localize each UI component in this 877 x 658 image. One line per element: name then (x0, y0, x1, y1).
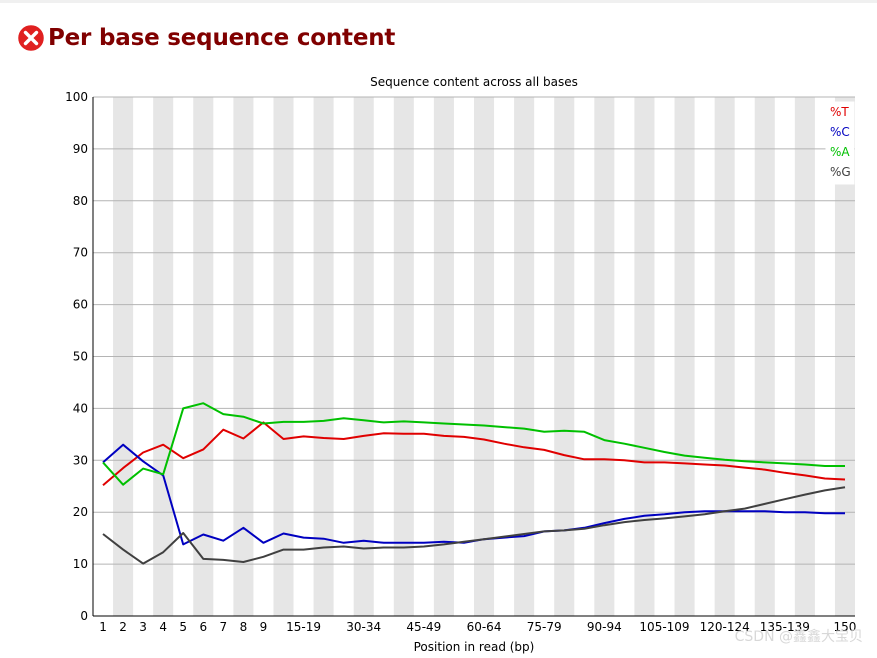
x-tick-label: 120-124 (700, 620, 750, 634)
top-divider (0, 0, 877, 3)
x-tick-label: 15-19 (286, 620, 321, 634)
x-axis-label: Position in read (bp) (414, 640, 535, 654)
x-tick-label: 60-64 (467, 620, 502, 634)
x-tick-label: 9 (260, 620, 268, 634)
x-tick-label: 3 (139, 620, 147, 634)
y-tick-label: 70 (73, 246, 88, 260)
y-tick-label: 60 (73, 298, 88, 312)
series-line-t (102, 421, 846, 486)
x-tick-label: 30-34 (346, 620, 381, 634)
page-title: Per base sequence content (48, 25, 396, 51)
x-tick-label: 75-79 (527, 620, 562, 634)
legend-entry: %G (830, 165, 851, 179)
x-tick-label: 90-94 (587, 620, 622, 634)
y-tick-label: 50 (73, 350, 88, 364)
chart-title: Sequence content across all bases (370, 75, 578, 89)
x-tick-label: 1 (99, 620, 107, 634)
x-tick-label: 5 (179, 620, 187, 634)
legend-entry: %T (830, 105, 849, 119)
x-tick-label: 8 (240, 620, 248, 634)
y-tick-label: 100 (65, 90, 88, 104)
watermark: CSDN @鑫鑫大宝贝 (734, 629, 863, 645)
x-tick-label: 4 (159, 620, 167, 634)
x-tick-label: 45-49 (406, 620, 441, 634)
legend-box (825, 101, 855, 185)
x-tick-label: 105-109 (639, 620, 689, 634)
y-tick-label: 80 (73, 194, 88, 208)
module-header: Per base sequence content (16, 18, 395, 58)
series-line-a (102, 402, 845, 486)
x-tick-label: 135-139 (760, 620, 810, 634)
x-tick-label: 2 (119, 620, 127, 634)
y-tick-label: 10 (73, 557, 88, 571)
x-tick-label: 6 (199, 620, 207, 634)
legend-entry: %A (830, 145, 850, 159)
y-tick-label: 0 (80, 609, 88, 623)
legend-entry: %C (830, 125, 850, 139)
y-tick-label: 20 (73, 505, 88, 519)
y-tick-label: 30 (73, 453, 88, 467)
x-tick-label: 150 (834, 620, 857, 634)
error-x-circle-icon (16, 23, 46, 53)
series-line-g (102, 486, 846, 565)
y-tick-label: 40 (73, 401, 88, 415)
y-tick-label: 90 (73, 142, 88, 156)
x-tick-label: 7 (220, 620, 228, 634)
